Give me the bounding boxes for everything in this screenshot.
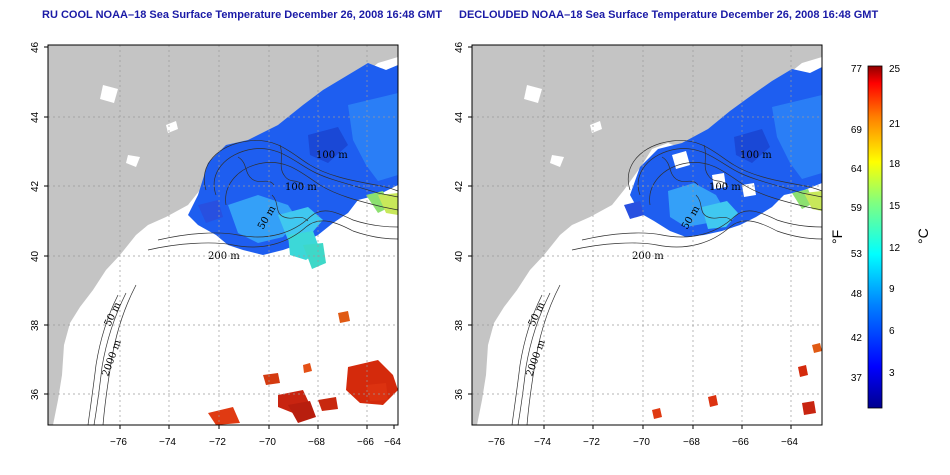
fahrenheit-tick-label: 42 [851,333,863,344]
left-contour-label-200m: 200 m [208,251,240,262]
left-lon-tick-label: −72 [209,437,226,448]
left-lon-tick-label: −70 [259,437,276,448]
right-lon-ticks: −76 −74 −72 −70 −68 −66 −64 [488,425,798,448]
right-lat-tick-label: 38 [454,319,465,331]
left-lat-tick-label: 36 [30,388,41,400]
right-contour-label-100m-b: 100 m [709,182,741,193]
right-lon-tick-label: −74 [534,437,551,448]
fahrenheit-unit-label: °F [829,230,845,244]
right-lon-tick-label: −66 [732,437,749,448]
temperature-colorbar: 77 69 64 59 53 48 42 37 25 21 18 15 12 9… [829,64,931,409]
fahrenheit-tick-label: 53 [851,249,863,260]
right-lon-tick-label: −72 [583,437,600,448]
celsius-tick-label: 15 [889,201,901,212]
celsius-tick-label: 12 [889,243,901,254]
left-lat-tick-label: 38 [30,319,41,331]
left-lon-ticks: −76 −74 −72 −70 −68 −66 −64 [110,425,401,448]
right-map-panel: 100 m 100 m 50 m 200 m 50 m 2000 m −76 −… [454,41,823,448]
celsius-tick-label: 25 [889,64,901,75]
celsius-tick-label: 3 [889,368,895,379]
left-contour-label-100m-b: 100 m [285,182,317,193]
right-lat-ticks: 46 44 42 40 38 36 [454,41,472,400]
left-contour-label-100m-a: 100 m [316,150,348,161]
fahrenheit-tick-label: 77 [851,64,863,75]
right-lat-tick-label: 44 [454,111,465,123]
right-contour-label-100m-a: 100 m [740,150,772,161]
left-lat-ticks: 46 44 42 40 38 36 [30,41,48,400]
colorbar-fahrenheit-ticks: 77 69 64 59 53 48 42 37 [851,64,863,384]
fahrenheit-tick-label: 64 [851,164,863,175]
colorbar-gradient [867,65,883,409]
right-warm-sst-patches [652,343,822,419]
fahrenheit-tick-label: 59 [851,203,863,214]
right-lon-tick-label: −68 [683,437,700,448]
left-lat-tick-label: 40 [30,250,41,262]
right-lat-tick-label: 36 [454,388,465,400]
left-lon-tick-label: −76 [110,437,127,448]
right-lon-tick-label: −70 [633,437,650,448]
fahrenheit-tick-label: 37 [851,373,863,384]
left-map-panel: 100 m 100 m 50 m 200 m 50 m 2000 m −76 −… [30,41,401,448]
right-lat-tick-label: 42 [454,180,465,192]
right-lon-tick-label: −76 [488,437,505,448]
left-panel-title: RU COOL NOAA–18 Sea Surface Temperature … [42,9,443,21]
celsius-tick-label: 6 [889,326,895,337]
right-cold-sst-field [624,67,822,237]
left-lat-tick-label: 44 [30,111,41,123]
right-contour-label-200m: 200 m [632,251,664,262]
celsius-tick-label: 18 [889,159,901,170]
left-lat-tick-label: 46 [30,41,41,53]
left-lon-tick-label: −64 [384,437,401,448]
fahrenheit-tick-label: 69 [851,125,863,136]
left-cold-sst-field [188,63,398,269]
left-lon-tick-label: −66 [357,437,374,448]
celsius-tick-label: 21 [889,119,901,130]
right-lat-tick-label: 40 [454,250,465,262]
fahrenheit-tick-label: 48 [851,289,863,300]
left-lat-tick-label: 42 [30,180,41,192]
celsius-tick-label: 9 [889,284,895,295]
right-lat-tick-label: 46 [454,41,465,53]
celsius-unit-label: °C [915,228,931,244]
colorbar-celsius-ticks: 25 21 18 15 12 9 6 3 [889,64,901,379]
left-lon-tick-label: −74 [159,437,176,448]
right-panel-title: DECLOUDED NOAA–18 Sea Surface Temperatur… [459,9,879,21]
left-lon-tick-label: −68 [308,437,325,448]
right-lon-tick-label: −64 [781,437,798,448]
